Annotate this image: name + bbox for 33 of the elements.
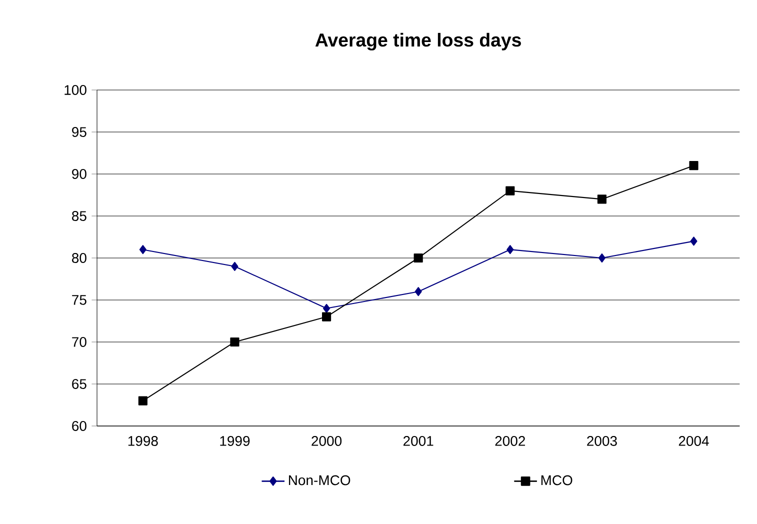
y-tick-label: 75 <box>72 295 86 305</box>
x-tick-label: 2003 <box>587 436 617 446</box>
point <box>322 312 332 322</box>
point <box>597 194 606 204</box>
x-tick-label: 2000 <box>312 436 342 446</box>
point <box>231 262 238 271</box>
point <box>414 253 423 263</box>
point <box>690 236 698 246</box>
chart-title: Average time loss days <box>315 32 521 50</box>
y-tick-label: 60 <box>72 421 86 431</box>
x-tick-label: 1999 <box>220 436 250 446</box>
y-tick-label: 85 <box>72 211 86 221</box>
point <box>230 337 240 347</box>
y-tick-label: 95 <box>72 127 86 137</box>
x-tick-label: 2004 <box>678 436 709 446</box>
y-tick-label: 70 <box>72 337 86 347</box>
x-tick-label: 1998 <box>128 436 158 446</box>
legend-label: Non-MCO <box>288 475 350 486</box>
point <box>689 161 698 170</box>
point <box>139 245 146 254</box>
y-tick-label: 90 <box>72 169 86 179</box>
point <box>506 186 515 196</box>
point <box>506 245 514 254</box>
y-tick-label: 65 <box>72 379 86 389</box>
legend-label: MCO <box>541 475 572 486</box>
y-tick-label: 80 <box>72 253 86 263</box>
point <box>138 396 148 406</box>
y-tick-label: 100 <box>64 85 86 95</box>
point <box>598 253 606 263</box>
x-tick-label: 2001 <box>403 436 434 446</box>
x-tick-label: 2002 <box>495 436 525 446</box>
point <box>322 304 330 313</box>
point <box>414 287 422 296</box>
